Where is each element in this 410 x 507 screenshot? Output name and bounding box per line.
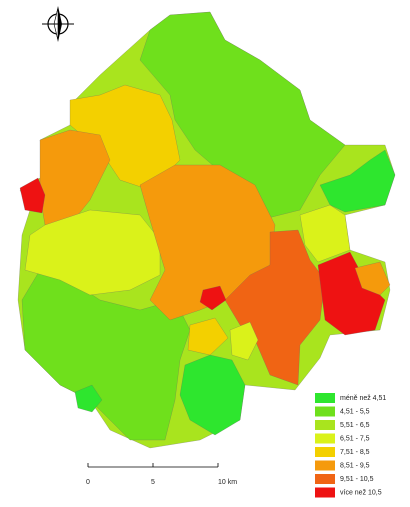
region bbox=[24, 209, 161, 296]
legend-label: 6,51 - 7,5 bbox=[340, 435, 370, 442]
scale-label: 10 km bbox=[218, 479, 237, 486]
legend-swatch bbox=[315, 474, 335, 484]
legend-swatch bbox=[315, 433, 335, 444]
region bbox=[19, 177, 46, 214]
region bbox=[299, 204, 351, 263]
region bbox=[319, 149, 396, 213]
scale-label: 0 bbox=[86, 479, 90, 486]
legend-label: 5,51 - 6,5 bbox=[340, 422, 370, 429]
legend-label: méně než 4,51 bbox=[340, 395, 386, 402]
region bbox=[354, 261, 391, 296]
legend-label: 9,51 - 10,5 bbox=[340, 476, 374, 483]
legend-swatch bbox=[315, 460, 335, 471]
region bbox=[317, 251, 386, 336]
scale-bar: 0 5 10 km bbox=[86, 463, 237, 486]
region bbox=[74, 384, 103, 413]
region bbox=[139, 11, 346, 221]
north-arrow bbox=[42, 6, 74, 42]
map-regions bbox=[17, 11, 396, 449]
legend-label: více než 10,5 bbox=[340, 489, 382, 496]
region bbox=[229, 321, 259, 361]
legend: méně než 4,51 4,51 - 5,5 5,51 - 6,5 6,51 - … bbox=[315, 393, 386, 498]
legend-swatch bbox=[315, 447, 335, 457]
legend-label: 8,51 - 9,5 bbox=[340, 462, 370, 469]
region bbox=[179, 354, 246, 436]
legend-label: 4,51 - 5,5 bbox=[340, 408, 370, 415]
legend-swatch bbox=[315, 420, 335, 430]
region bbox=[199, 285, 227, 311]
legend-swatch bbox=[315, 406, 335, 417]
legend-swatch bbox=[315, 393, 335, 403]
region bbox=[224, 229, 326, 386]
scale-label: 5 bbox=[151, 479, 155, 486]
region bbox=[187, 317, 229, 356]
legend-swatch bbox=[315, 487, 335, 498]
legend-label: 7,51 - 8,5 bbox=[340, 449, 370, 456]
